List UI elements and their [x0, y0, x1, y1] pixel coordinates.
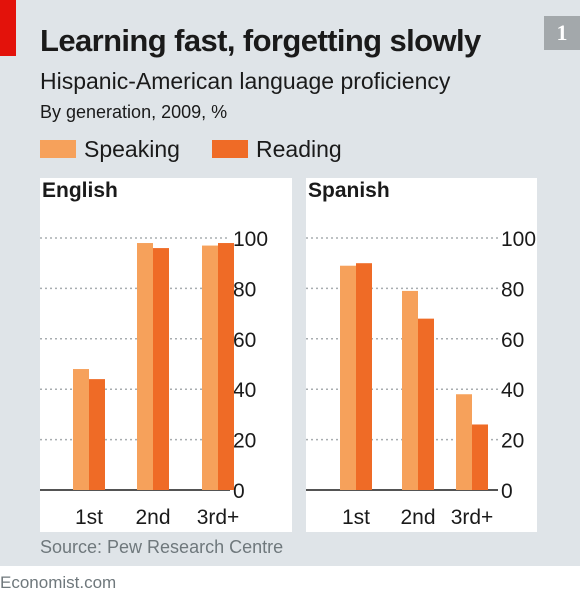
- bar-spanish-speaking-2nd: [402, 290, 418, 490]
- source-note: Source: Pew Research Centre: [40, 537, 284, 557]
- bar-spanish-speaking-1st: [340, 265, 356, 490]
- chart-title: Learning fast, forgetting slowly: [40, 23, 481, 58]
- bar-english-reading-1st: [89, 379, 105, 490]
- y-tick-label-english: 80: [233, 278, 256, 301]
- x-category-label-english: 1st: [75, 506, 103, 529]
- y-tick-label-english: 60: [233, 329, 256, 352]
- y-tick-label-spanish: 60: [501, 329, 524, 352]
- y-tick-label-spanish: 20: [501, 430, 524, 453]
- legend-item-speaking: Speaking: [40, 134, 180, 164]
- y-tick-label-english: 0: [233, 480, 245, 503]
- x-category-label-spanish: 1st: [342, 506, 370, 529]
- bar-spanish-reading-3rd: [472, 424, 488, 490]
- bar-english-speaking-2nd: [137, 243, 153, 490]
- x-category-label-english: 2nd: [135, 506, 170, 529]
- panel-title-english: English: [42, 179, 118, 202]
- y-tick-label-english: 20: [233, 430, 256, 453]
- legend-label-speaking: Speaking: [84, 135, 180, 162]
- bar-english-speaking-1st: [73, 369, 89, 490]
- bar-english-reading-2nd: [153, 248, 169, 490]
- legend-label-reading: Reading: [256, 135, 342, 162]
- legend-swatch-speaking: [40, 140, 76, 158]
- bar-english-reading-3rd: [218, 243, 234, 490]
- bar-spanish-speaking-3rd: [456, 394, 472, 490]
- bar-spanish-reading-1st: [356, 263, 372, 490]
- footer-credit: Economist.com: [0, 573, 117, 592]
- x-category-label-spanish: 3rd+: [451, 506, 494, 529]
- panel-title-spanish: Spanish: [308, 179, 390, 202]
- legend-swatch-reading: [212, 140, 248, 158]
- y-tick-label-spanish: 100: [501, 228, 536, 251]
- legend-item-reading: Reading: [212, 134, 342, 164]
- bar-spanish-reading-2nd: [418, 318, 434, 490]
- unit-note: By generation, 2009, %: [40, 102, 228, 122]
- y-tick-label-english: 40: [233, 379, 256, 402]
- y-tick-label-english: 100: [233, 228, 268, 251]
- y-tick-label-spanish: 40: [501, 379, 524, 402]
- x-category-label-english: 3rd+: [197, 506, 240, 529]
- chart-number-badge: 1: [544, 16, 580, 50]
- chart-subtitle: Hispanic-American language proficiency: [40, 68, 451, 94]
- charts-svg: English 0 20 40 60 80 100 1st 2nd 3rd+ Spanish 0 20 4…: [40, 178, 537, 532]
- y-tick-label-spanish: 0: [501, 480, 513, 503]
- y-tick-label-spanish: 80: [501, 278, 524, 301]
- accent-red-bar: [0, 0, 16, 56]
- x-category-label-spanish: 2nd: [400, 506, 435, 529]
- bar-english-speaking-3rd: [202, 245, 218, 490]
